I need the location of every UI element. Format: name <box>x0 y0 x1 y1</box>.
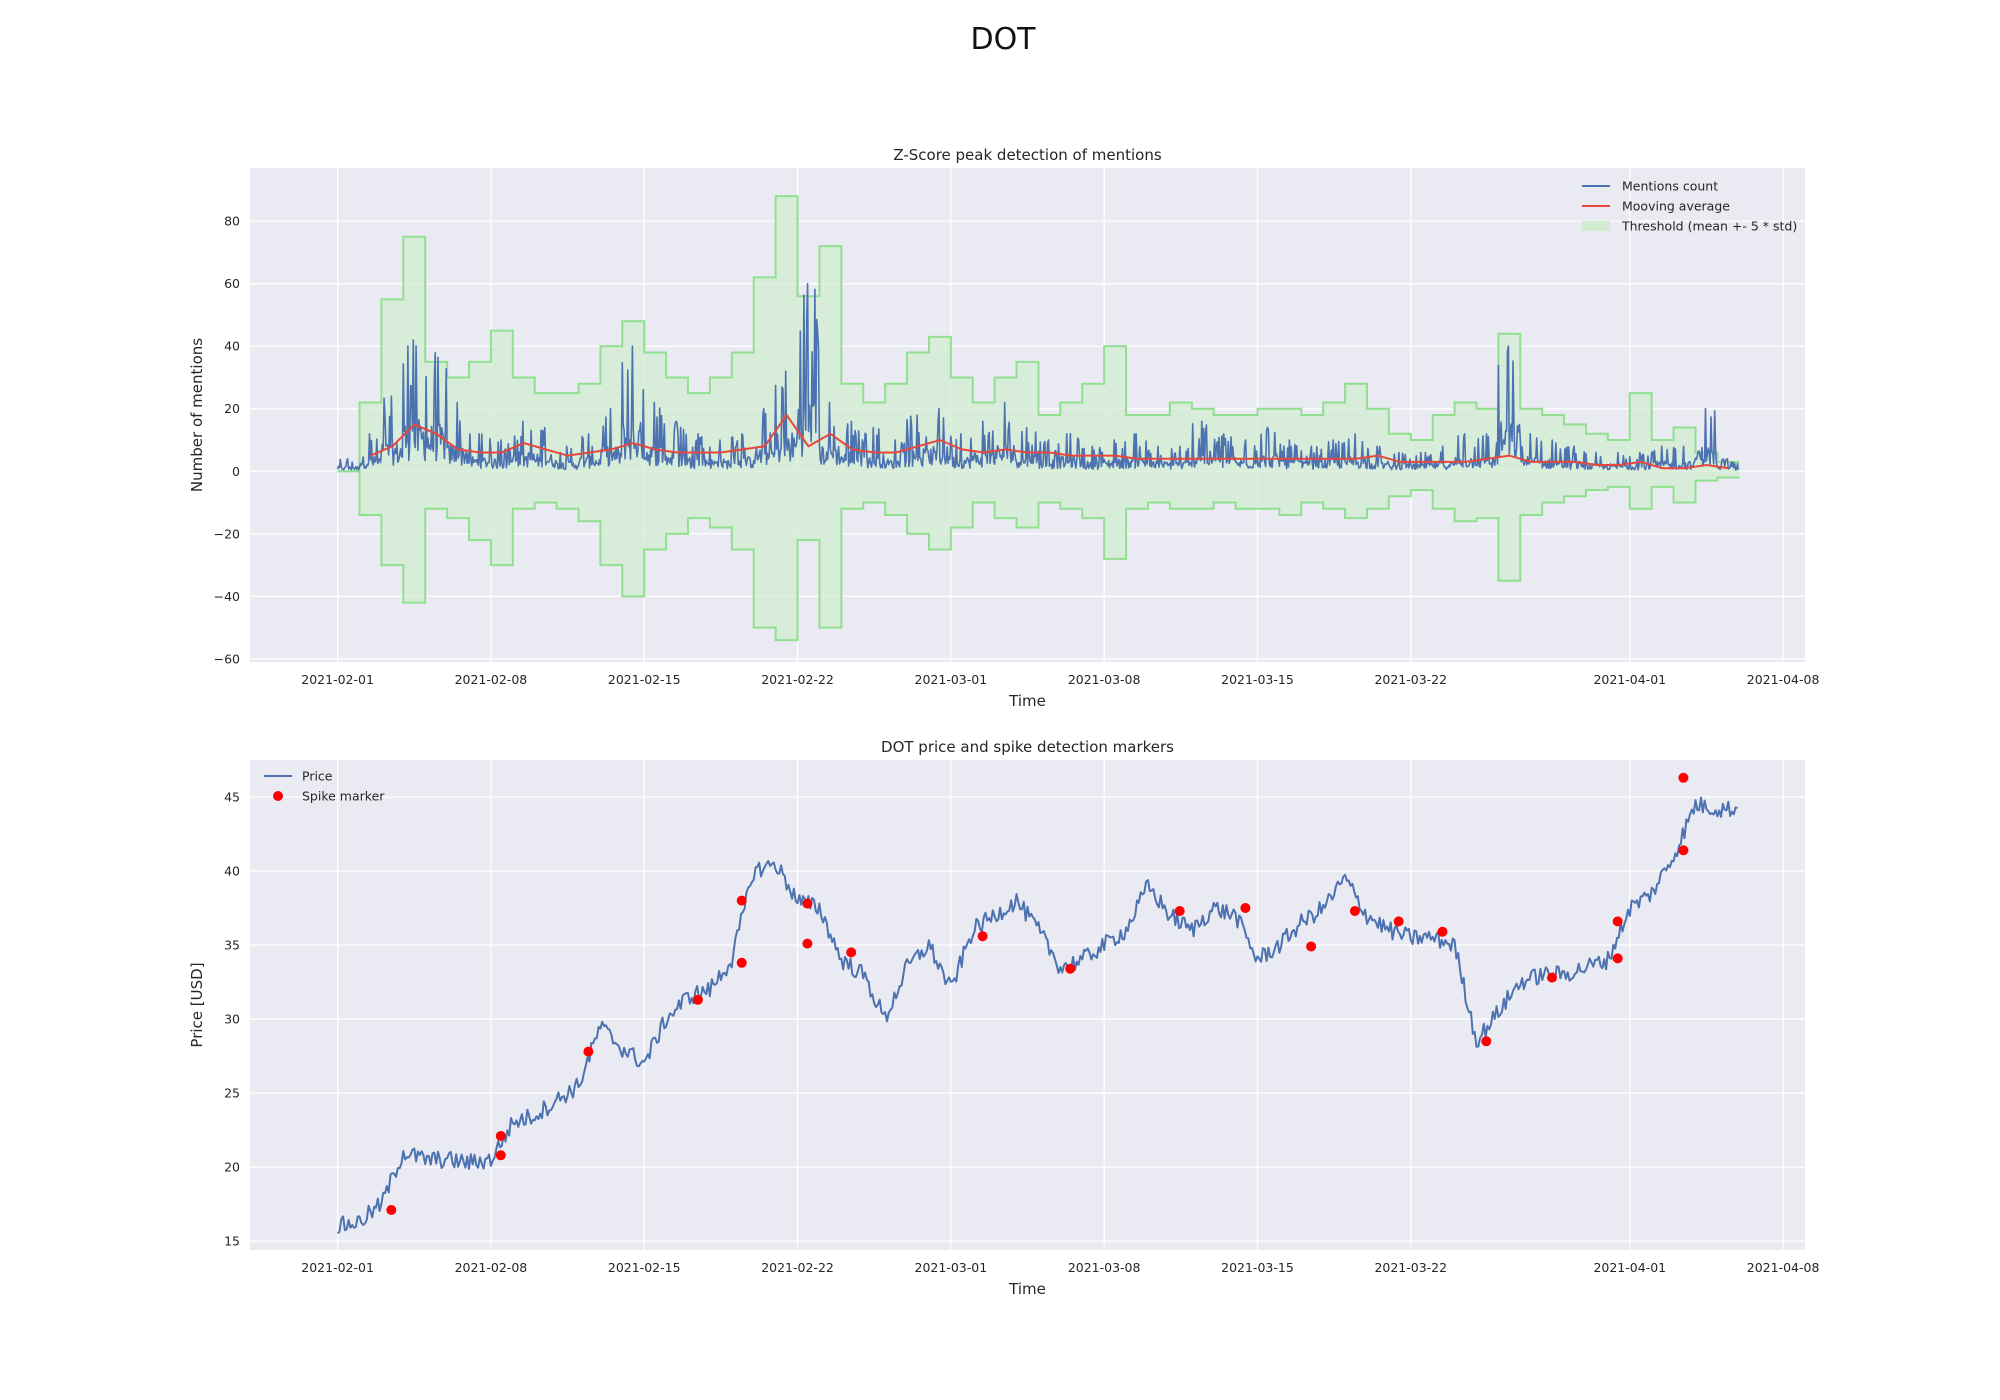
legend-label: Mooving average <box>1622 199 1730 214</box>
y-tick-label: 0 <box>232 464 240 479</box>
y-tick-label: 20 <box>224 1160 240 1175</box>
price-grid <box>250 760 1805 1250</box>
threshold-upper-line <box>337 195 1740 473</box>
spike-marker <box>1065 963 1076 974</box>
x-tick-label: 2021-03-22 <box>1374 672 1447 687</box>
legend-threshold-swatch <box>1582 221 1610 231</box>
spike-marker <box>977 931 988 942</box>
y-tick-label: −40 <box>214 589 240 604</box>
legend-label: Threshold (mean +- 5 * std) <box>1621 219 1797 234</box>
spike-marker <box>1437 926 1448 937</box>
x-tick-label: 2021-02-08 <box>455 672 528 687</box>
spike-marker <box>736 957 747 968</box>
y-tick-label: −60 <box>214 651 240 666</box>
mentions-x-axis-label: Time <box>1008 692 1046 710</box>
spike-marker <box>846 947 857 958</box>
y-tick-label: 80 <box>224 214 240 229</box>
spike-marker <box>692 994 703 1005</box>
moving-average-line <box>370 413 1729 470</box>
y-tick-label: 15 <box>224 1234 240 1249</box>
x-tick-label: 2021-03-15 <box>1221 672 1294 687</box>
x-tick-label: 2021-02-22 <box>761 1260 834 1275</box>
x-tick-label: 2021-04-08 <box>1747 672 1820 687</box>
spike-marker <box>1678 845 1689 856</box>
spike-marker <box>1678 772 1689 783</box>
y-tick-label: −20 <box>214 526 240 541</box>
x-tick-label: 2021-04-01 <box>1593 1260 1666 1275</box>
figure-suptitle: DOT <box>970 22 1036 57</box>
spike-marker <box>1612 916 1623 927</box>
spike-marker <box>1349 906 1360 916</box>
mentions-tick-labels: 2021-02-01 2021-02-08 2021-02-15 2021-02-22… <box>214 214 1820 687</box>
x-tick-label: 2021-03-08 <box>1068 672 1141 687</box>
y-tick-label: 30 <box>224 1012 240 1027</box>
x-tick-label: 2021-02-01 <box>301 672 374 687</box>
price-x-axis-label: Time <box>1008 1280 1046 1298</box>
legend-spike-marker-swatch <box>273 791 283 801</box>
mentions-series-layer <box>336 195 1740 642</box>
x-tick-label: 2021-02-15 <box>608 1260 681 1275</box>
spike-marker <box>1174 906 1185 916</box>
x-tick-label: 2021-03-08 <box>1068 1260 1141 1275</box>
spike-marker <box>736 895 747 906</box>
x-tick-label: 2021-03-01 <box>915 672 988 687</box>
spike-marker <box>1306 941 1317 952</box>
y-tick-label: 45 <box>224 790 240 805</box>
spike-marker <box>802 938 813 949</box>
x-tick-label: 2021-03-01 <box>915 1260 988 1275</box>
price-series-layer <box>336 772 1738 1235</box>
mentions-legend: Mentions count Mooving average Threshold (… <box>1582 179 1797 234</box>
mentions-count-line <box>336 282 1740 471</box>
spike-marker <box>1393 916 1404 927</box>
y-tick-label: 40 <box>224 339 240 354</box>
spike-marker <box>386 1205 397 1215</box>
x-tick-label: 2021-02-08 <box>455 1260 528 1275</box>
spike-marker <box>495 1131 506 1141</box>
spike-marker <box>495 1150 506 1161</box>
spike-marker <box>583 1046 594 1057</box>
x-tick-label: 2021-02-22 <box>761 672 834 687</box>
spike-marker <box>1481 1036 1492 1047</box>
x-tick-label: 2021-02-15 <box>608 672 681 687</box>
spike-marker <box>1547 972 1557 983</box>
y-tick-label: 40 <box>224 864 240 879</box>
x-tick-label: 2021-04-08 <box>1747 1260 1820 1275</box>
x-tick-label: 2021-03-22 <box>1374 1260 1447 1275</box>
spike-marker <box>802 898 813 909</box>
price-chart: 2021-02-01 2021-02-08 2021-02-15 2021-02-22… <box>188 738 1819 1298</box>
mentions-chart-title: Z-Score peak detection of mentions <box>893 146 1162 164</box>
price-line <box>336 796 1738 1235</box>
y-tick-label: 25 <box>224 1086 240 1101</box>
x-tick-label: 2021-04-01 <box>1593 672 1666 687</box>
price-chart-title: DOT price and spike detection markers <box>881 738 1174 756</box>
legend-label: Price <box>302 769 333 784</box>
y-tick-label: 20 <box>224 401 240 416</box>
y-tick-label: 35 <box>224 938 240 953</box>
legend-label: Spike marker <box>302 789 385 804</box>
spike-marker <box>1612 953 1623 964</box>
threshold-lower-line <box>337 470 1740 642</box>
mentions-y-axis-label: Number of mentions <box>188 338 206 492</box>
legend-label: Mentions count <box>1622 179 1718 194</box>
price-tick-labels: 2021-02-01 2021-02-08 2021-02-15 2021-02-22… <box>224 790 1819 1275</box>
mentions-chart: 2021-02-01 2021-02-08 2021-02-15 2021-02-22… <box>188 146 1819 710</box>
price-y-axis-label: Price [USD] <box>188 962 206 1047</box>
x-tick-label: 2021-02-01 <box>301 1260 374 1275</box>
y-tick-label: 60 <box>224 276 240 291</box>
x-tick-label: 2021-03-15 <box>1221 1260 1294 1275</box>
price-legend: Price Spike marker <box>264 769 385 804</box>
price-plot-area <box>250 760 1805 1250</box>
spike-marker <box>1240 903 1251 913</box>
